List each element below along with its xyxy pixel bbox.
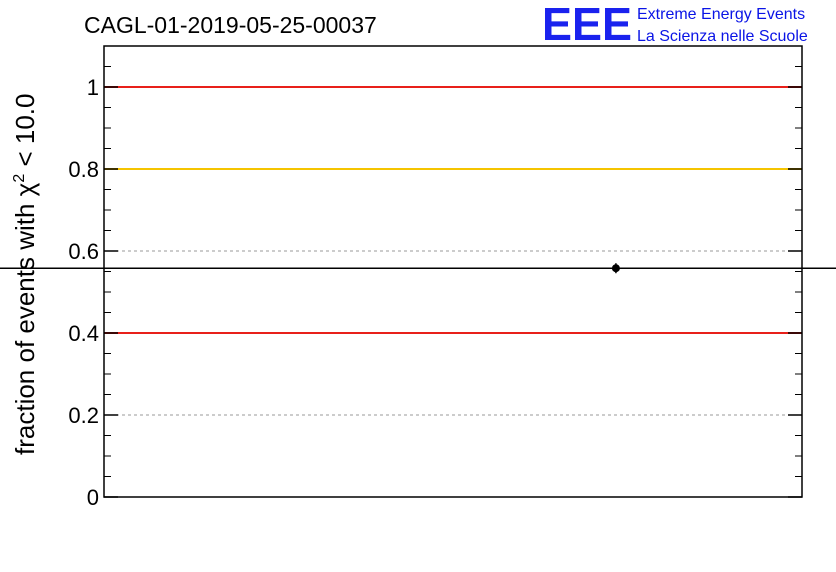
chart-title: CAGL-01-2019-05-25-00037 — [84, 12, 377, 38]
data-points — [0, 263, 836, 274]
y-tick-label-0: 0 — [87, 485, 99, 510]
logo-line-1: Extreme Energy Events — [637, 6, 805, 23]
grid-lines — [104, 86, 802, 416]
eee-logo: EEE Extreme Energy Events La Scienza nel… — [542, 0, 808, 50]
y-axis-label-chi: χ — [10, 182, 40, 196]
eee-logo-mark: EEE — [542, 0, 632, 50]
reference-lines — [104, 86, 802, 334]
axes-ticks: 00.20.40.60.8125/05/1914:10:0025/05/1914… — [68, 66, 802, 510]
logo-line-2: La Scienza nelle Scuole — [637, 28, 808, 45]
y-axis-label-pre: fraction of events with — [10, 196, 40, 455]
y-tick-label-2: 0.4 — [68, 321, 99, 346]
data-point-marker-8 — [611, 264, 620, 273]
y-tick-label-4: 0.8 — [68, 157, 99, 182]
y-axis-label-post: < 10.0 — [10, 94, 40, 174]
data-point-8 — [0, 263, 836, 274]
y-axis-label: fraction of events with χ2 < 10.0 — [10, 94, 40, 455]
y-tick-label-3: 0.6 — [68, 239, 99, 264]
y-axis-label-superscript: 2 — [11, 174, 28, 183]
y-tick-label-1: 0.2 — [68, 403, 99, 428]
y-tick-label-5: 1 — [87, 75, 99, 100]
plot-frame — [103, 45, 803, 498]
